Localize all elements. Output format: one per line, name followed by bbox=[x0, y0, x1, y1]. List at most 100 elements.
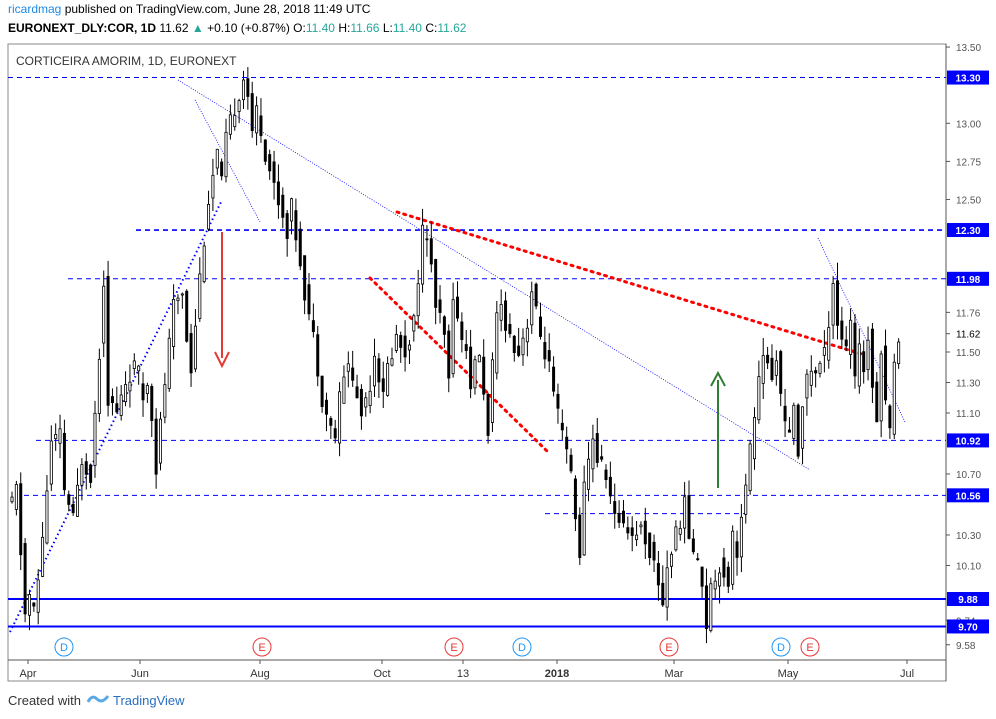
event-letter: D bbox=[518, 642, 526, 654]
candle bbox=[604, 464, 608, 489]
candle bbox=[303, 255, 307, 315]
tradingview-brand-label: TradingView bbox=[112, 693, 185, 708]
footer: Created with TradingView bbox=[8, 693, 185, 708]
candle bbox=[696, 552, 700, 561]
earnings-marker[interactable]: E bbox=[252, 637, 272, 657]
earnings-marker[interactable]: E bbox=[444, 637, 464, 657]
candle bbox=[381, 361, 385, 409]
candle bbox=[215, 148, 219, 175]
candle bbox=[202, 241, 206, 284]
candle bbox=[617, 500, 621, 528]
earnings-marker[interactable]: E bbox=[800, 637, 820, 657]
candle bbox=[132, 353, 136, 376]
candle bbox=[58, 414, 62, 459]
candle bbox=[774, 350, 778, 386]
candle bbox=[451, 282, 455, 378]
price-tick-label: 11.62 bbox=[956, 330, 981, 341]
candle bbox=[19, 472, 23, 571]
candle bbox=[355, 374, 359, 399]
price-tick-label: 11.76 bbox=[956, 308, 981, 319]
candle bbox=[298, 221, 302, 271]
candle bbox=[779, 349, 783, 407]
price-tick-label: 9.58 bbox=[956, 641, 976, 652]
candle bbox=[290, 197, 294, 235]
time-tick-label: Jun bbox=[131, 668, 149, 680]
candle bbox=[193, 309, 197, 373]
candle bbox=[429, 221, 433, 273]
author-link[interactable]: ricardmag bbox=[8, 2, 62, 16]
price-tick-label: 13.00 bbox=[956, 119, 981, 130]
candle bbox=[373, 338, 377, 397]
candle bbox=[473, 355, 477, 395]
candle bbox=[124, 371, 128, 407]
candle bbox=[14, 480, 18, 516]
candle bbox=[573, 475, 577, 532]
candle bbox=[687, 480, 691, 540]
candle bbox=[329, 416, 333, 439]
candle bbox=[608, 461, 612, 505]
low-label: L: bbox=[382, 21, 393, 35]
candle bbox=[595, 417, 599, 468]
candle bbox=[875, 372, 879, 423]
candle bbox=[761, 338, 765, 400]
candle bbox=[67, 490, 71, 512]
price-label-box bbox=[947, 592, 989, 607]
candle bbox=[504, 291, 508, 343]
candle bbox=[224, 118, 228, 183]
candle bbox=[281, 187, 285, 229]
candle bbox=[23, 538, 27, 623]
candle bbox=[626, 516, 630, 540]
candle bbox=[460, 312, 464, 353]
candle bbox=[110, 388, 114, 416]
candle bbox=[770, 344, 774, 382]
dividend-marker[interactable]: D bbox=[512, 637, 532, 657]
candle bbox=[377, 353, 381, 399]
candle bbox=[425, 225, 429, 257]
candle bbox=[683, 482, 687, 544]
candle bbox=[172, 284, 176, 360]
candle bbox=[180, 292, 184, 309]
red-resistance-dotted bbox=[395, 210, 867, 357]
chart-title: CORTICEIRA AMORIM, 1D, EURONEXT bbox=[16, 54, 237, 68]
candle bbox=[787, 417, 791, 433]
candle bbox=[45, 475, 49, 545]
candle bbox=[119, 385, 123, 421]
candle bbox=[521, 328, 525, 366]
dividend-marker[interactable]: D bbox=[54, 637, 74, 657]
symbol-label: EURONEXT_DLY:COR, 1D bbox=[8, 21, 157, 35]
time-axis: Apr Jun Aug Oct 13 2018 Mar May Jul bbox=[19, 660, 914, 680]
tradingview-brand[interactable]: TradingView bbox=[86, 693, 185, 708]
candle bbox=[591, 424, 595, 483]
candle bbox=[407, 339, 411, 364]
candle bbox=[853, 313, 857, 389]
price-label: 10.56 bbox=[955, 491, 980, 502]
red-support-dotted bbox=[368, 276, 550, 454]
candle bbox=[333, 419, 337, 444]
candle bbox=[438, 285, 442, 324]
earnings-marker[interactable]: E bbox=[659, 637, 679, 657]
published-text: published on TradingView.com, June 28, 2… bbox=[64, 2, 371, 16]
time-tick-label: May bbox=[778, 668, 799, 680]
candle bbox=[879, 350, 883, 438]
candle bbox=[80, 458, 84, 501]
candle bbox=[250, 81, 254, 138]
dividend-marker[interactable]: D bbox=[771, 637, 791, 657]
candle bbox=[757, 360, 761, 424]
candle bbox=[534, 282, 538, 310]
price-label: 13.30 bbox=[955, 74, 980, 85]
candle bbox=[888, 404, 892, 439]
price-label-box bbox=[947, 433, 989, 448]
candle bbox=[525, 318, 529, 357]
price-label: 10.92 bbox=[955, 436, 980, 447]
candle bbox=[76, 468, 80, 518]
candle bbox=[106, 260, 110, 417]
candle bbox=[700, 566, 704, 598]
candle bbox=[735, 530, 739, 576]
candle bbox=[311, 303, 315, 338]
candle bbox=[141, 372, 145, 417]
candle bbox=[167, 328, 171, 392]
candle bbox=[320, 375, 324, 413]
candle bbox=[228, 104, 232, 140]
last-price: 11.62 bbox=[159, 21, 189, 35]
